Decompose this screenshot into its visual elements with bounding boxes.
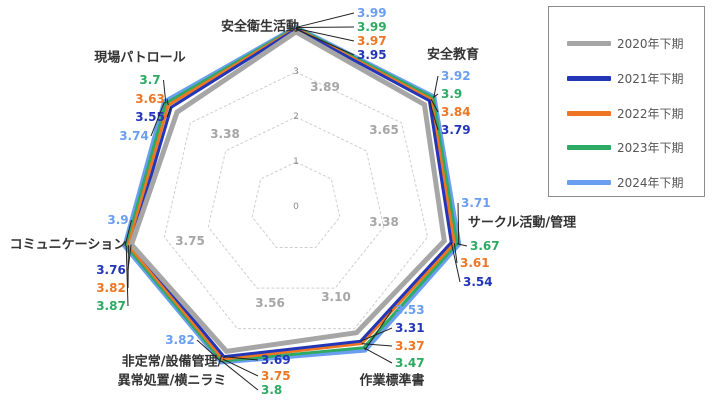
data-label-2020-6: 3.38 bbox=[210, 127, 240, 141]
legend-label-2022: 2022年下期 bbox=[617, 105, 684, 122]
axis-label-4-0: 非定常/設備管理/ bbox=[122, 354, 223, 370]
axis-label-0-0: 安全衛生活動 bbox=[221, 19, 299, 35]
axis-label-3-0: 作業標準書 bbox=[359, 373, 424, 389]
data-label-2022年下期-0: 3.97 bbox=[357, 34, 387, 48]
data-label-2020-5: 3.75 bbox=[175, 234, 205, 248]
data-label-2022年下期-5: 3.82 bbox=[96, 281, 126, 295]
legend-item-2023: 2023年下期 bbox=[567, 137, 684, 157]
data-label-2023年下期-4: 3.8 bbox=[261, 383, 282, 397]
radial-tick-label-3: 3 bbox=[293, 67, 299, 77]
data-label-2022年下期-6: 3.63 bbox=[135, 92, 165, 106]
data-label-2024年下期-5: 3.9 bbox=[107, 213, 128, 227]
legend-item-2021: 2021年下期 bbox=[567, 68, 684, 88]
radial-tick-label-1: 1 bbox=[293, 157, 299, 167]
legend-swatch-2024 bbox=[567, 180, 611, 185]
axis-label-2-0: サークル活動/管理 bbox=[468, 215, 576, 231]
legend-swatch-2023 bbox=[567, 145, 611, 150]
data-label-2024年下期-1: 3.92 bbox=[441, 69, 471, 83]
data-label-2023年下期-5: 3.87 bbox=[96, 299, 126, 313]
axis-label-5-0: コミュニケーション bbox=[10, 238, 127, 253]
data-label-2021年下期-2: 3.54 bbox=[463, 275, 493, 289]
data-label-2023年下期-2: 3.67 bbox=[470, 239, 500, 253]
legend-item-2022: 2022年下期 bbox=[567, 103, 684, 123]
data-label-2024年下期-4: 3.82 bbox=[165, 333, 195, 347]
chart-legend: 2020年下期 2021年下期 2022年下期 2023年下期 2024年下期 bbox=[548, 6, 705, 197]
grid-ring-3 bbox=[164, 72, 427, 329]
data-label-2022年下期-4: 3.75 bbox=[261, 369, 291, 383]
data-label-2023年下期-3: 3.47 bbox=[395, 356, 425, 370]
legend-swatch-2022 bbox=[567, 111, 611, 116]
data-label-2024年下期-3: 3.53 bbox=[395, 303, 425, 317]
data-label-2024年下期-6: 3.74 bbox=[119, 129, 149, 143]
data-label-2024年下期-2: 3.71 bbox=[461, 196, 491, 210]
data-label-2020-3: 3.10 bbox=[321, 290, 351, 304]
data-label-2020-0: 3.89 bbox=[310, 80, 340, 94]
legend-item-2024: 2024年下期 bbox=[567, 172, 684, 192]
data-label-2022年下期-2: 3.61 bbox=[460, 256, 490, 270]
data-label-2020-1: 3.65 bbox=[369, 123, 399, 137]
data-label-2021年下期-0: 3.95 bbox=[357, 48, 387, 62]
data-label-2020-4: 3.56 bbox=[255, 296, 285, 310]
legend-label-2021: 2021年下期 bbox=[617, 70, 684, 87]
data-label-2022年下期-3: 3.37 bbox=[395, 339, 425, 353]
data-label-2023年下期-0: 3.99 bbox=[357, 20, 387, 34]
axis-label-6-0: 現場パトロール bbox=[94, 50, 185, 66]
data-label-2022年下期-1: 3.84 bbox=[441, 105, 471, 119]
radial-tick-label-2: 2 bbox=[293, 112, 299, 122]
axis-label-1-0: 安全教育 bbox=[427, 47, 479, 63]
legend-label-2023: 2023年下期 bbox=[617, 139, 684, 156]
legend-label-2024: 2024年下期 bbox=[617, 174, 684, 191]
data-label-2021年下期-5: 3.76 bbox=[96, 263, 126, 277]
legend-item-2020: 2020年下期 bbox=[567, 33, 684, 53]
radial-tick-label-0: 0 bbox=[293, 202, 299, 212]
data-label-2021年下期-4: 3.69 bbox=[261, 353, 291, 367]
leader-line-2023年下期-4 bbox=[222, 361, 258, 390]
axis-label-4-1: 異常処置/横ニラミ bbox=[118, 373, 227, 389]
data-label-2021年下期-3: 3.31 bbox=[395, 321, 425, 335]
leader-line-2024年下期-0 bbox=[296, 13, 354, 27]
data-label-2021年下期-1: 3.79 bbox=[441, 123, 471, 137]
data-label-2023年下期-1: 3.9 bbox=[441, 87, 462, 101]
legend-label-2020: 2020年下期 bbox=[617, 35, 684, 52]
data-label-2023年下期-6: 3.7 bbox=[139, 73, 160, 87]
data-label-2024年下期-0: 3.99 bbox=[357, 6, 387, 20]
legend-swatch-2020 bbox=[567, 41, 611, 46]
legend-swatch-2021 bbox=[567, 76, 611, 81]
data-label-2020-2: 3.38 bbox=[369, 215, 399, 229]
leader-line-2023年下期-3 bbox=[364, 348, 392, 363]
